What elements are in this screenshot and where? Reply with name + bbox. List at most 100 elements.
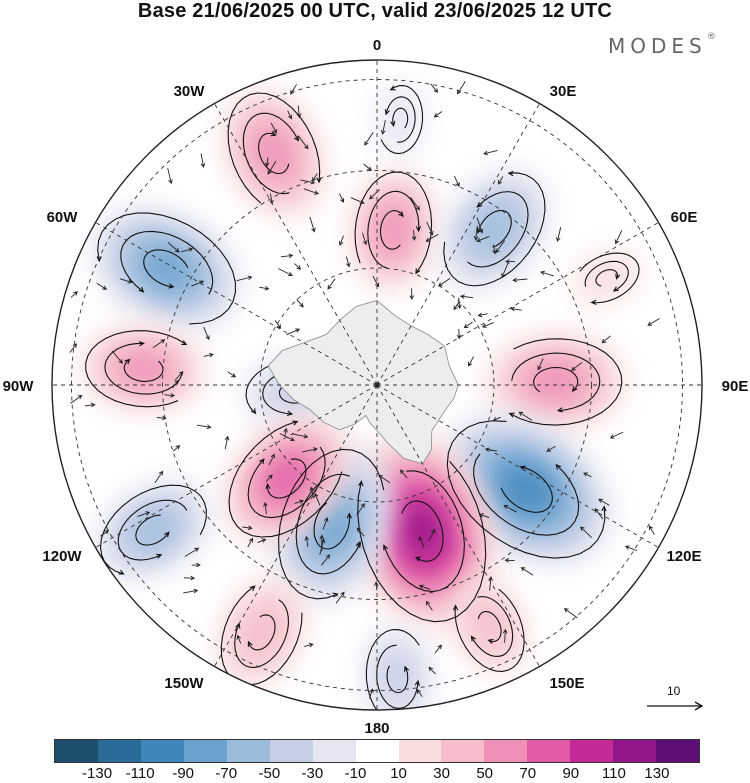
- wind-arrow: [477, 312, 488, 318]
- wind-arrow: [236, 634, 242, 644]
- wind-arrow: [304, 535, 310, 548]
- wind-arrow: [503, 504, 518, 513]
- wind-arrow: [294, 263, 302, 270]
- wind-arrow: [298, 136, 309, 150]
- wind-arrow: [418, 535, 425, 548]
- wind-arrow: [236, 275, 253, 282]
- streamline-loop: [452, 588, 525, 672]
- wind-arrow: [300, 179, 316, 185]
- longitude-label: 30W: [174, 83, 206, 100]
- streamline-loop: [313, 502, 352, 550]
- wind-arrow: [456, 328, 462, 340]
- streamline-loop: [383, 470, 465, 593]
- wind-arrow: [478, 513, 490, 519]
- streamline-arrowhead: [412, 716, 417, 721]
- streamline-arrowhead: [259, 458, 265, 465]
- colorbar-swatch: [441, 740, 485, 762]
- streamline-loop: [446, 420, 607, 559]
- streamline-arrowhead: [414, 679, 420, 687]
- wind-arrow: [537, 358, 544, 371]
- streamline-arrowhead: [404, 665, 410, 672]
- wind-arrow: [428, 528, 436, 542]
- wind-arrow: [319, 534, 325, 552]
- streamline-arrowhead: [346, 512, 352, 519]
- wind-arrow: [96, 282, 108, 290]
- longitude-label: 60W: [47, 209, 79, 226]
- wind-arrow: [259, 285, 270, 291]
- streamline: [247, 446, 326, 519]
- streamline-loop: [511, 352, 601, 413]
- wind-arrow: [345, 256, 351, 268]
- registered-mark: ®: [706, 32, 716, 42]
- wind-arrow: [70, 394, 83, 404]
- wind-arrow: [453, 175, 460, 187]
- streamline-loop: [401, 500, 444, 562]
- streamline-arrowhead: [601, 505, 607, 512]
- streamline: [234, 599, 289, 668]
- wind-arrow: [555, 226, 562, 242]
- streamline-arrowhead: [181, 340, 188, 346]
- colorbar-swatch: [484, 740, 528, 762]
- wind-arrow: [468, 356, 474, 367]
- longitude-label: 120W: [42, 548, 82, 565]
- wind-arrow: [369, 688, 374, 699]
- streamline-loop: [96, 212, 236, 325]
- colorbar-tick-label: 50: [476, 765, 493, 782]
- wind-arrow: [484, 447, 497, 452]
- wind-arrow: [335, 591, 345, 604]
- wind-arrow: [321, 554, 331, 566]
- wind-arrow: [518, 411, 533, 421]
- streamline: [477, 611, 502, 643]
- streamline-loop: [386, 665, 410, 694]
- wind-arrow: [257, 538, 267, 544]
- colorbar-tick-label: -10: [344, 765, 367, 782]
- streamline-arrowhead: [612, 286, 619, 292]
- wind-arrow: [191, 562, 201, 568]
- colorbar-swatch: [312, 740, 356, 762]
- wind-arrow: [476, 217, 484, 234]
- streamline-arrowhead: [590, 299, 597, 306]
- latitude-circle: [259, 267, 495, 503]
- colorbar-tick-label: -90: [172, 765, 195, 782]
- streamline-arrowhead: [250, 408, 257, 415]
- wind-arrow: [624, 545, 638, 552]
- wind-arrow: [327, 278, 336, 290]
- streamline-arrowhead: [292, 420, 299, 426]
- modes-logo: MODES®: [608, 32, 716, 58]
- wind-arrow: [609, 431, 624, 439]
- streamline: [295, 473, 361, 575]
- streamline-loop: [376, 644, 420, 709]
- streamline-loop: [467, 191, 529, 268]
- wind-arrow: [296, 105, 302, 119]
- wind-arrow: [200, 153, 206, 168]
- streamline: [477, 209, 512, 248]
- wind-arrow: [181, 247, 194, 253]
- streamline: [367, 190, 420, 269]
- anomaly-contour: [234, 597, 289, 667]
- wind-arrow: [594, 508, 604, 520]
- streamline-loop: [508, 338, 623, 426]
- streamline: [379, 209, 404, 250]
- streamline: [500, 466, 553, 513]
- streamline: [380, 84, 424, 155]
- wind-arrow: [492, 416, 501, 422]
- anomaly-contour: [128, 508, 179, 552]
- wind-arrow: [265, 474, 273, 482]
- wind-arrow: [502, 628, 508, 643]
- wind-arrow: [184, 547, 200, 557]
- antarctica-landmass: [267, 300, 459, 465]
- streamline: [117, 499, 188, 561]
- streamline: [99, 484, 207, 575]
- streamline-arrowhead: [168, 283, 175, 289]
- wind-arrow: [247, 537, 254, 548]
- latitude-circle: [162, 170, 592, 600]
- anomaly-contour: [469, 202, 519, 257]
- streamline-loop: [242, 112, 300, 195]
- streamline-arrowhead: [316, 177, 322, 184]
- streamline: [467, 191, 529, 268]
- streamline: [392, 107, 409, 129]
- streamline: [104, 342, 183, 395]
- wind-arrow: [356, 503, 365, 516]
- wind-arrow: [363, 163, 373, 172]
